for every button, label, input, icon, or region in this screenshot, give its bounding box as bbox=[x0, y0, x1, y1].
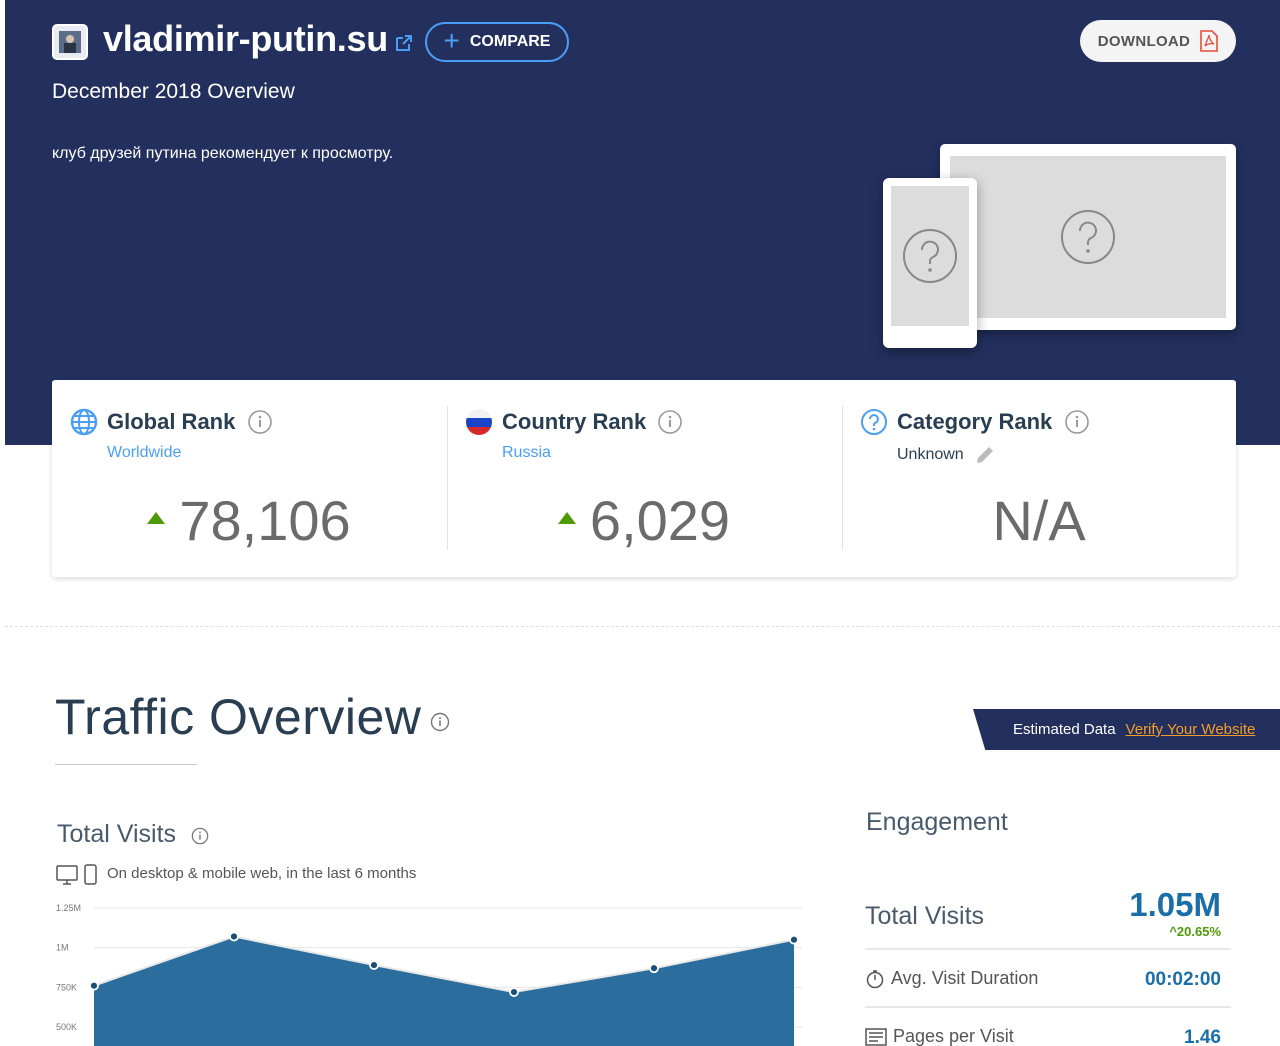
question-circle-icon bbox=[861, 409, 887, 435]
desktop-mobile-icon bbox=[56, 864, 97, 885]
global-rank-scope[interactable]: Worldwide bbox=[107, 444, 182, 461]
mobile-preview-screen bbox=[891, 186, 969, 326]
global-rank-number: 78,106 bbox=[179, 489, 351, 552]
question-icon bbox=[903, 229, 957, 283]
engagement-total-visits-label: Total Visits bbox=[865, 902, 985, 930]
title-underline bbox=[55, 764, 197, 765]
global-rank-title: Global Rank bbox=[107, 409, 236, 434]
info-icon[interactable] bbox=[1064, 409, 1090, 435]
info-icon[interactable] bbox=[657, 409, 683, 435]
engagement-total-visits-value: 1.05M bbox=[1129, 886, 1221, 923]
y-tick-label: 500K bbox=[56, 1022, 77, 1032]
download-button[interactable]: DOWNLOAD bbox=[1080, 20, 1236, 62]
category-name: Unknown bbox=[897, 446, 964, 464]
avg-duration-label: Avg. Visit Duration bbox=[891, 968, 1039, 988]
desktop-preview bbox=[940, 144, 1236, 330]
rank-card: Global Rank Worldwide 78,106 Country Ran… bbox=[52, 380, 1236, 577]
trend-up-icon: ^ bbox=[1169, 924, 1177, 939]
avg-duration-value: 00:02:00 bbox=[1144, 969, 1221, 990]
total-visits-chart: 1.25M 1M 750K 500K bbox=[56, 903, 802, 1046]
category-rank-scope: Unknown bbox=[897, 444, 996, 466]
info-icon[interactable] bbox=[430, 712, 450, 732]
y-tick-label: 1M bbox=[56, 943, 69, 953]
engagement-title: Engagement bbox=[866, 808, 1008, 836]
visits-point[interactable] bbox=[789, 934, 799, 945]
visits-area bbox=[94, 936, 794, 1046]
plus-icon: + bbox=[443, 24, 460, 56]
site-title: vladimir-putin.su bbox=[103, 18, 388, 59]
pages-label-wrap: Pages per Visit bbox=[865, 1026, 1014, 1046]
global-rank: Global Rank Worldwide 78,106 bbox=[52, 380, 446, 577]
external-link-icon[interactable] bbox=[394, 33, 414, 53]
global-rank-value: 78,106 bbox=[52, 488, 446, 553]
visits-point[interactable] bbox=[509, 987, 519, 997]
traffic-overview-title: Traffic Overview bbox=[55, 689, 422, 745]
site-description: клуб друзей путина рекомендует к просмот… bbox=[52, 145, 394, 162]
total-visits-subtitle: On desktop & mobile web, in the last 6 m… bbox=[107, 865, 417, 882]
section-divider bbox=[5, 626, 1280, 627]
category-rank-value: N/A bbox=[992, 489, 1086, 552]
country-rank-value: 6,029 bbox=[447, 488, 841, 553]
category-rank-title: Category Rank bbox=[897, 409, 1053, 434]
visits-point[interactable] bbox=[229, 931, 239, 942]
country-rank-number: 6,029 bbox=[589, 489, 731, 552]
engagement-total-visits-row: Total Visits 1.05M ^20.65% bbox=[865, 880, 1231, 950]
visits-line bbox=[93, 935, 795, 994]
compare-label: COMPARE bbox=[469, 33, 551, 50]
country-rank: Country Rank Russia 6,029 bbox=[447, 380, 841, 577]
visits-point[interactable] bbox=[89, 980, 99, 991]
pages-icon bbox=[865, 1027, 887, 1046]
engagement-visits-change-value: 20.65% bbox=[1176, 924, 1221, 939]
info-icon[interactable] bbox=[247, 409, 273, 435]
question-icon bbox=[1061, 210, 1115, 264]
mobile-preview bbox=[883, 178, 977, 348]
compare-button[interactable]: + COMPARE bbox=[425, 22, 569, 62]
trend-up-icon bbox=[557, 512, 576, 525]
pages-per-visit-label: Pages per Visit bbox=[893, 1026, 1014, 1046]
engagement-pages-row: Pages per Visit 1.46 bbox=[865, 1008, 1231, 1046]
total-visits-title: Total Visits bbox=[57, 820, 177, 848]
site-favicon bbox=[52, 24, 88, 60]
visits-point[interactable] bbox=[649, 963, 659, 974]
estimated-data-label: Estimated Data bbox=[1013, 721, 1116, 738]
country-rank-title: Country Rank bbox=[502, 409, 647, 434]
pdf-icon bbox=[1200, 30, 1218, 52]
overview-period: December 2018 Overview bbox=[52, 80, 295, 103]
pencil-icon[interactable] bbox=[974, 444, 996, 466]
y-tick-label: 750K bbox=[56, 982, 77, 992]
estimated-data-banner: Estimated Data Verify Your Website bbox=[973, 709, 1280, 750]
trend-up-icon bbox=[147, 512, 166, 525]
globe-icon bbox=[70, 408, 98, 436]
avg-duration-label-wrap: Avg. Visit Duration bbox=[865, 968, 1038, 989]
country-rank-scope[interactable]: Russia bbox=[502, 444, 551, 461]
favicon-image bbox=[59, 31, 81, 53]
russia-flag-icon bbox=[466, 409, 492, 435]
pages-per-visit-value: 1.46 bbox=[1184, 1027, 1221, 1046]
category-rank: Category Rank Unknown N/A bbox=[842, 380, 1236, 577]
visits-point[interactable] bbox=[369, 960, 379, 970]
verify-website-link[interactable]: Verify Your Website bbox=[1125, 721, 1256, 738]
desktop-preview-screen bbox=[950, 156, 1226, 318]
engagement-visits-change: ^20.65% bbox=[1169, 924, 1221, 939]
engagement-avg-duration-row: Avg. Visit Duration 00:02:00 bbox=[865, 950, 1231, 1008]
download-label: DOWNLOAD bbox=[1097, 32, 1191, 50]
y-tick-label: 1.25M bbox=[56, 903, 81, 913]
info-icon[interactable] bbox=[191, 827, 209, 845]
stopwatch-icon bbox=[866, 969, 884, 988]
